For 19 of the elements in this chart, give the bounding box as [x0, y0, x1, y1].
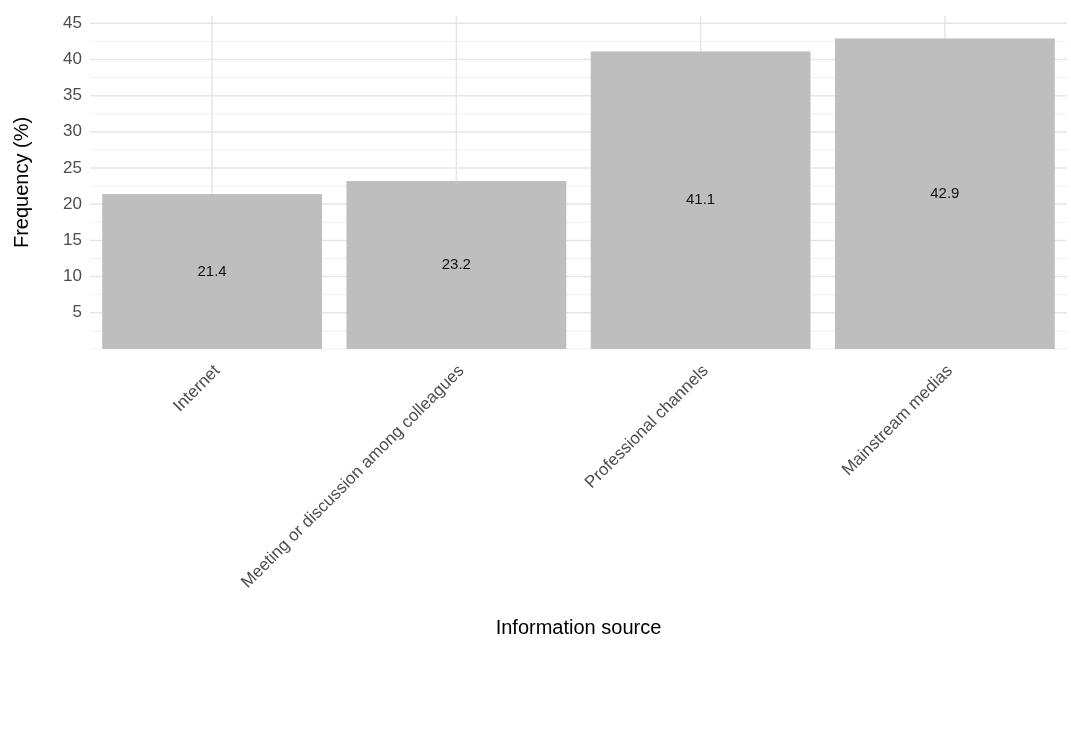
- bar: [834, 38, 1055, 349]
- bar: [346, 181, 567, 349]
- y-axis-title: Frequency (%): [10, 116, 32, 249]
- data-label: 23.2: [441, 254, 471, 272]
- x-axis-title: Information source: [495, 616, 662, 639]
- y-tick-label: 35: [63, 85, 82, 105]
- y-tick-label: 10: [63, 266, 82, 286]
- y-tick-label: 5: [72, 302, 82, 322]
- data-label: 41.1: [686, 190, 716, 208]
- bar: [102, 194, 323, 349]
- y-tick-label: 40: [63, 48, 82, 68]
- y-tick-label: 30: [63, 121, 82, 141]
- data-label: 21.4: [197, 261, 227, 279]
- data-label: 42.9: [930, 183, 960, 201]
- bar: [590, 51, 811, 349]
- y-tick-label: 15: [63, 229, 82, 249]
- y-tick-label: 25: [63, 157, 82, 177]
- y-tick-label: 20: [63, 193, 82, 213]
- y-tick-label: 45: [63, 12, 82, 32]
